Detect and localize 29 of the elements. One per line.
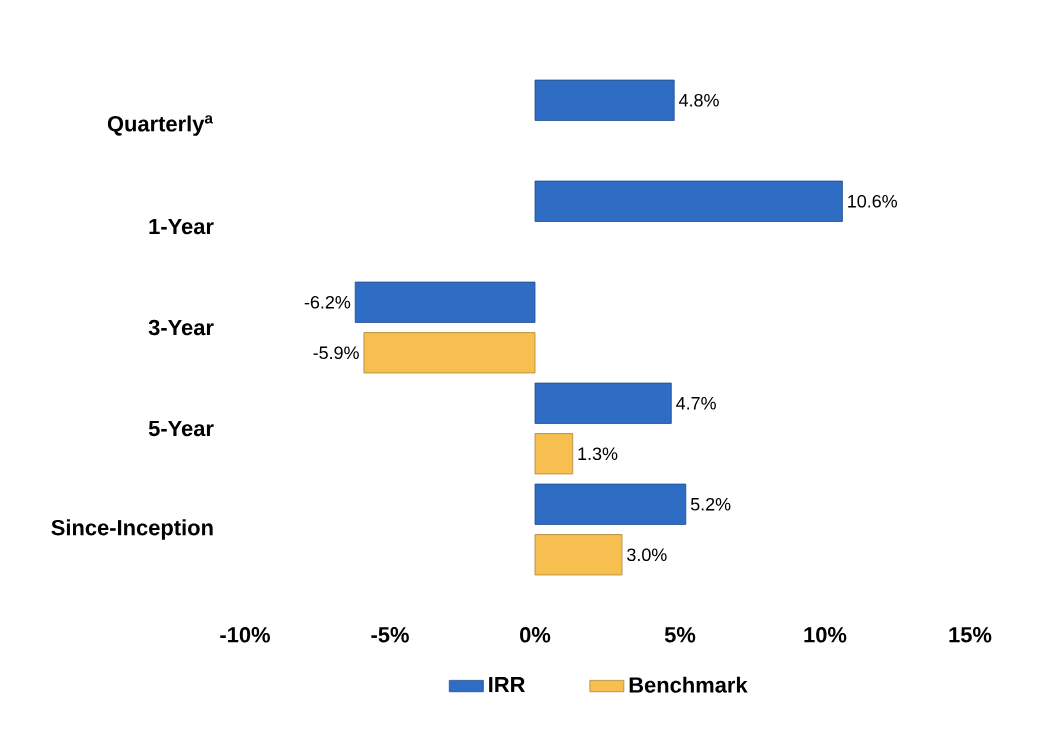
data-label: 1.3%: [578, 447, 618, 461]
y-tick-label: Since-Inception: [51, 519, 213, 540]
x-tick-label: 0%: [520, 627, 551, 643]
x-tick-label: 15%: [949, 627, 992, 643]
x-tick-label: -5%: [371, 627, 409, 643]
bar: [534, 534, 623, 576]
y-tick-label: 5-Year: [148, 420, 214, 437]
data-label: -5.9%: [313, 346, 359, 360]
data-label: 3.0%: [627, 548, 667, 562]
bar: [363, 332, 536, 374]
y-tick-label: 1-Year: [149, 218, 214, 235]
x-tick-label: 10%: [804, 627, 847, 643]
bar: [354, 281, 536, 323]
data-label: 5.2%: [690, 497, 731, 511]
x-tick-label: -10%: [220, 627, 270, 643]
legend-label: Benchmark: [629, 676, 748, 693]
data-label: 4.7%: [676, 396, 716, 410]
bar: [534, 79, 675, 121]
bar: [534, 180, 843, 222]
bar: [534, 382, 672, 424]
x-tick-label: 5%: [664, 627, 696, 643]
bar: [534, 433, 574, 475]
data-label: 10.6%: [848, 194, 898, 208]
y-tick-label: 3-Year: [148, 319, 214, 336]
legend-label: IRR: [489, 677, 525, 693]
data-label: -6.2%: [304, 295, 351, 309]
y-tick-label: Quarterly$^{a}$: [107, 115, 214, 136]
data-label: 4.8%: [679, 93, 719, 107]
bar: [534, 483, 687, 525]
